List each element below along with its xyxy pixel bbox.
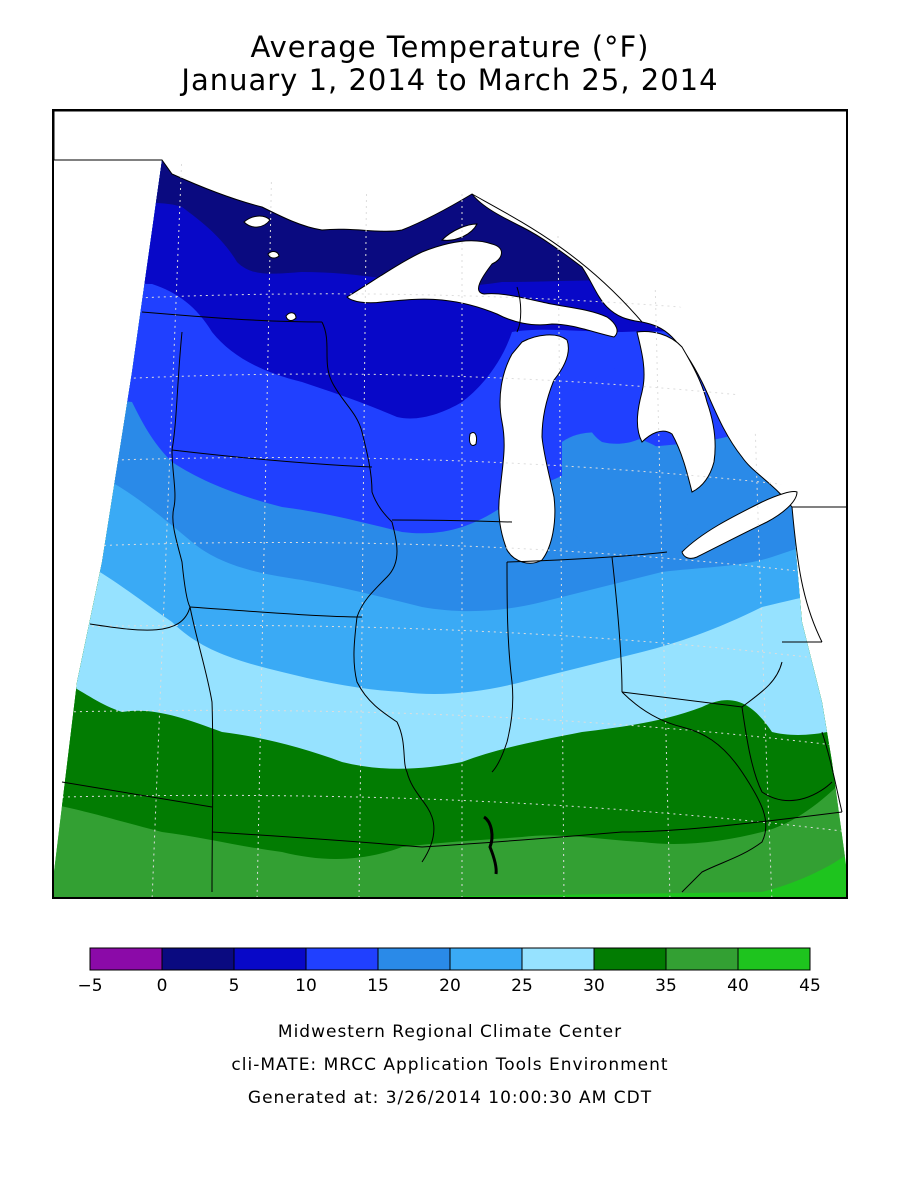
legend-tick-label: 35: [655, 976, 677, 996]
state-boundaries: [61, 193, 843, 893]
legend-tick-label: 0: [157, 976, 168, 996]
legend-swatch-10-15: [305, 947, 379, 971]
legend-tick-label: 30: [583, 976, 605, 996]
non-data-areas: [54, 111, 846, 564]
legend-swatch-25-30: [521, 947, 595, 971]
color-legend: −5 0 5 10 15 20 25 30 35 40 45: [77, 947, 821, 996]
legend-swatch-35-40: [665, 947, 739, 971]
isle-royale: [440, 223, 478, 241]
legend-tick-label: 45: [799, 976, 821, 996]
legend-tick-label: 15: [367, 976, 389, 996]
lake-erie: [681, 491, 798, 559]
legend-swatch-30-35: [593, 947, 667, 971]
legend-tick-labels: −5 0 5 10 15 20 25 30 35 40 45: [77, 976, 820, 996]
lake-superior: [346, 240, 618, 338]
legend-swatch-20-25: [449, 947, 523, 971]
credit-tool: cli-MATE: MRCC Application Tools Environ…: [231, 1055, 669, 1075]
legend-swatch-5-10: [233, 947, 307, 971]
small-lakes: [243, 215, 477, 447]
credit-organization: Midwestern Regional Climate Center: [277, 1022, 623, 1042]
legend-tick-label: 40: [727, 976, 749, 996]
legend-boxes: [89, 947, 811, 971]
temperature-map: [52, 109, 848, 899]
legend-tick-label: 20: [439, 976, 461, 996]
river-channel: [483, 815, 498, 875]
lake-huron: [636, 331, 716, 493]
legend-swatch-40-45: [737, 947, 811, 971]
legend-swatch-15-20: [377, 947, 451, 971]
map-title: Average Temperature (°F): [250, 30, 650, 64]
legend-tick-label: 25: [511, 976, 533, 996]
legend-tick-label: 10: [295, 976, 317, 996]
credit-generated-at: Generated at: 3/26/2014 10:00:30 AM CDT: [247, 1088, 653, 1108]
canada-region: [54, 111, 846, 508]
legend-swatch--5-0: [89, 947, 163, 971]
band-15-20-michigan: [562, 432, 694, 562]
lake-michigan: [498, 334, 569, 564]
legend-tick-label: −5: [77, 976, 102, 996]
map-subtitle-date-range: January 1, 2014 to March 25, 2014: [181, 63, 719, 97]
legend-tick-label: 5: [229, 976, 240, 996]
legend-swatch-0-5: [161, 947, 235, 971]
